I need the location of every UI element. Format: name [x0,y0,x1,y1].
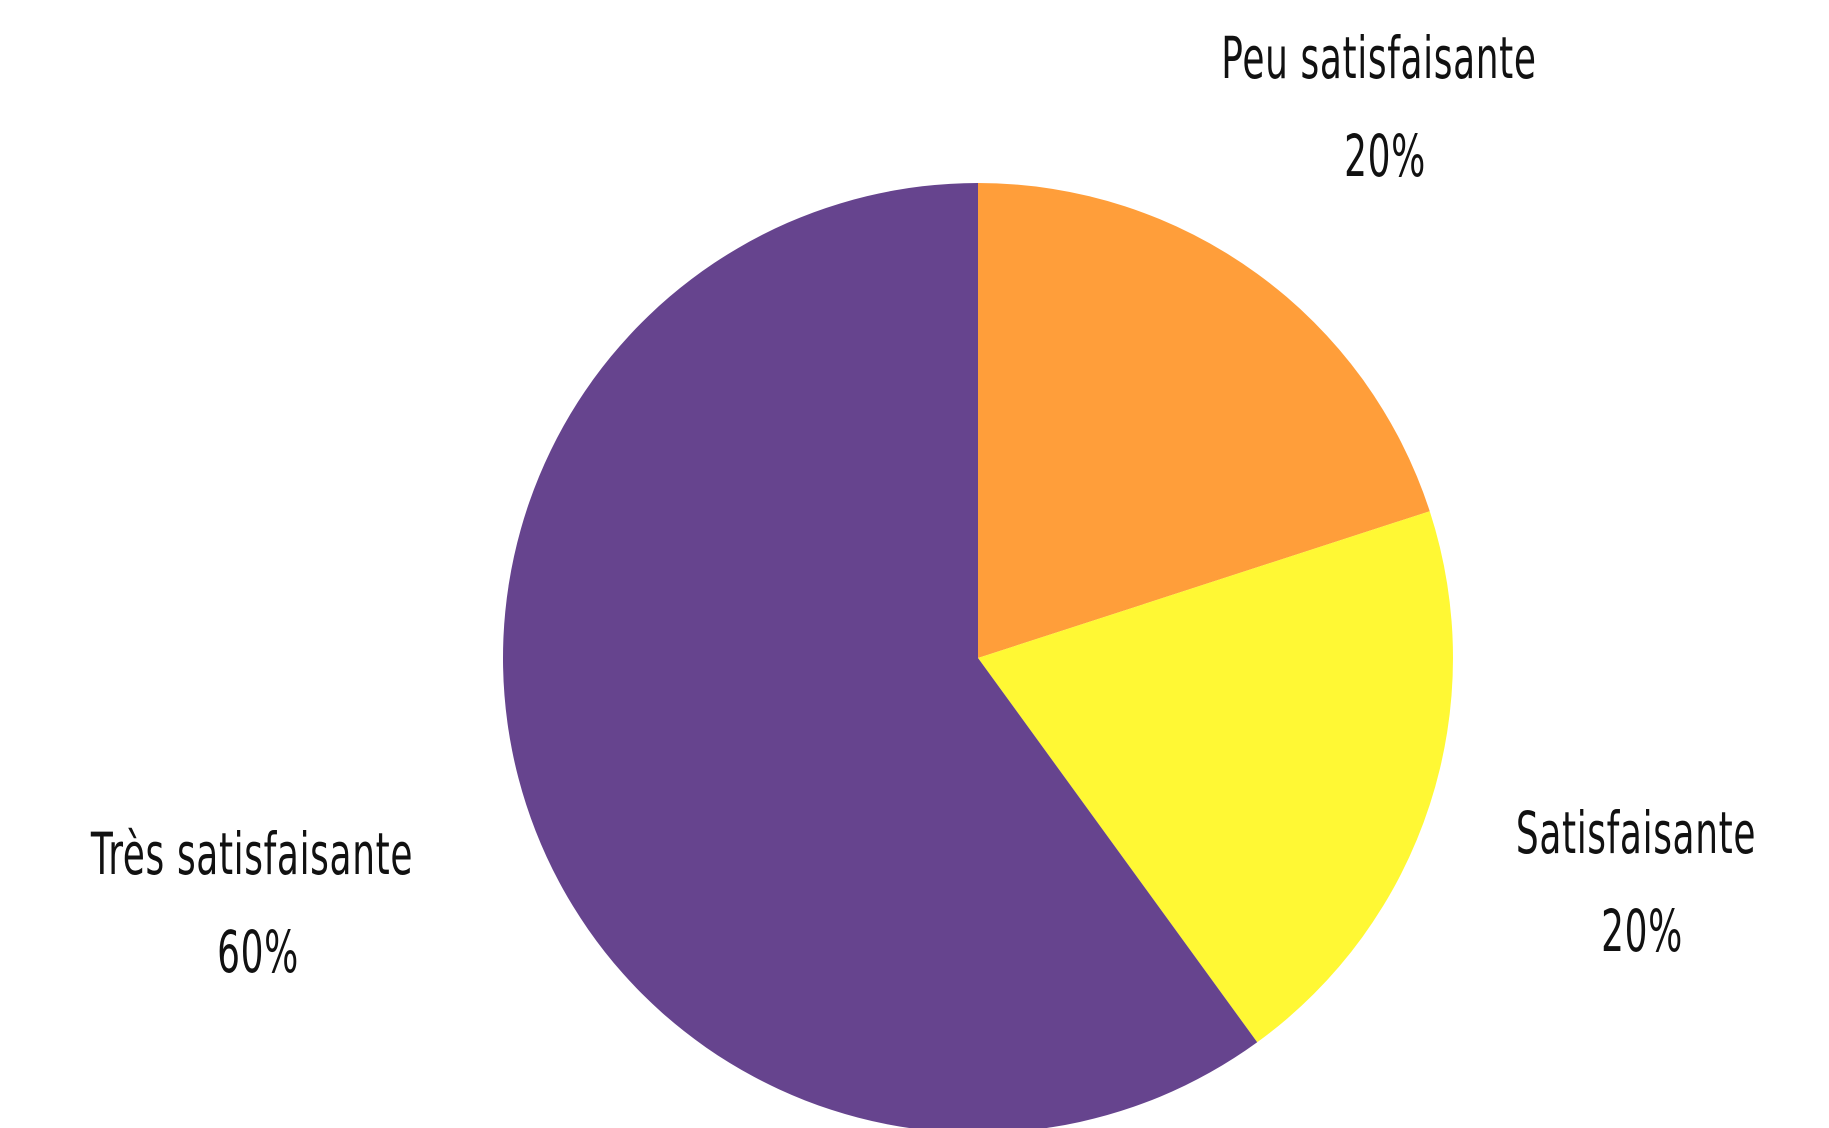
slice-percent-tres-satisfaisante: 60% [217,919,299,986]
slice-percent-peu-satisfaisante: 20% [1344,123,1426,190]
pie-slice-peu-satisfaisante [978,183,1430,658]
slice-percent-satisfaisante: 20% [1601,898,1683,965]
pie-slices [503,183,1453,1128]
pie-slice-tres-satisfaisante [503,183,1258,1128]
slice-category-peu-satisfaisante: Peu satisfaisante [1221,25,1536,92]
slice-category-tres-satisfaisante: Très satisfaisante [90,821,413,888]
slice-label-satisfaisante: Satisfaisante 20% [1516,800,1768,965]
slice-label-peu-satisfaisante: Peu satisfaisante 20% [1221,25,1548,190]
slice-label-tres-satisfaisante: Très satisfaisante 60% [90,821,425,986]
pie-slice-satisfaisante [978,511,1453,1043]
slice-category-satisfaisante: Satisfaisante [1516,800,1756,867]
